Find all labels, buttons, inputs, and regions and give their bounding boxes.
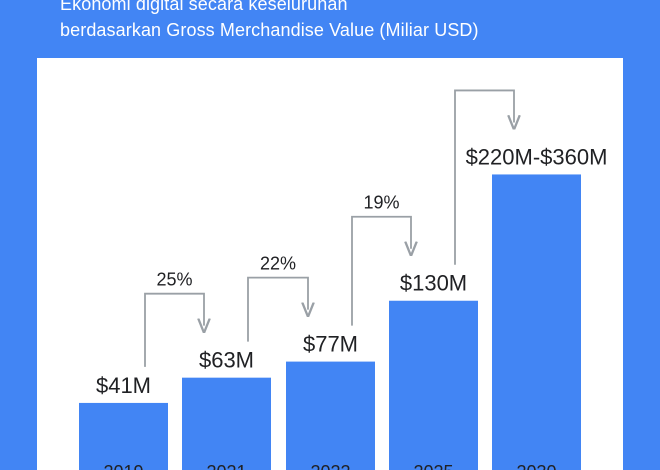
category-label-2025: 2025: [413, 462, 453, 470]
growth-connector-2021-2022: [247, 276, 308, 342]
bar-2021: [182, 377, 271, 470]
value-label-2021: $63M: [199, 348, 254, 373]
bar-2025: [389, 300, 478, 470]
growth-label-2019-2021: 25%: [156, 270, 192, 290]
chart-header: Ekonomi digital secara keseluruhan berda…: [0, 0, 660, 58]
growth-connector-2019-2021: [144, 292, 204, 367]
category-label-2019: 2019: [103, 462, 143, 470]
bar-2019: [79, 402, 168, 470]
chart-title-line-1: Ekonomi digital secara keseluruhan: [60, 0, 348, 14]
category-label-2022: 2022: [310, 462, 350, 470]
chart-title-line-2: berdasarkan Gross Merchandise Value (Mil…: [60, 20, 479, 40]
growth-connector-2025-2030: [454, 89, 514, 265]
growth-label-2021-2022: 22%: [260, 254, 296, 274]
value-label-2022: $77M: [303, 332, 358, 357]
bar-2022: [286, 361, 375, 470]
growth-connector-2022-2025: [351, 215, 411, 326]
category-label-2030: 2030: [516, 462, 556, 470]
bar-2030: [492, 174, 581, 470]
growth-label-2022-2025: 19%: [363, 193, 399, 213]
category-label-2021: 2021: [206, 462, 246, 470]
value-label-2030: $220M-$360M: [466, 144, 608, 169]
value-label-2019: $41M: [96, 373, 151, 398]
value-label-2025: $130M: [400, 271, 467, 296]
